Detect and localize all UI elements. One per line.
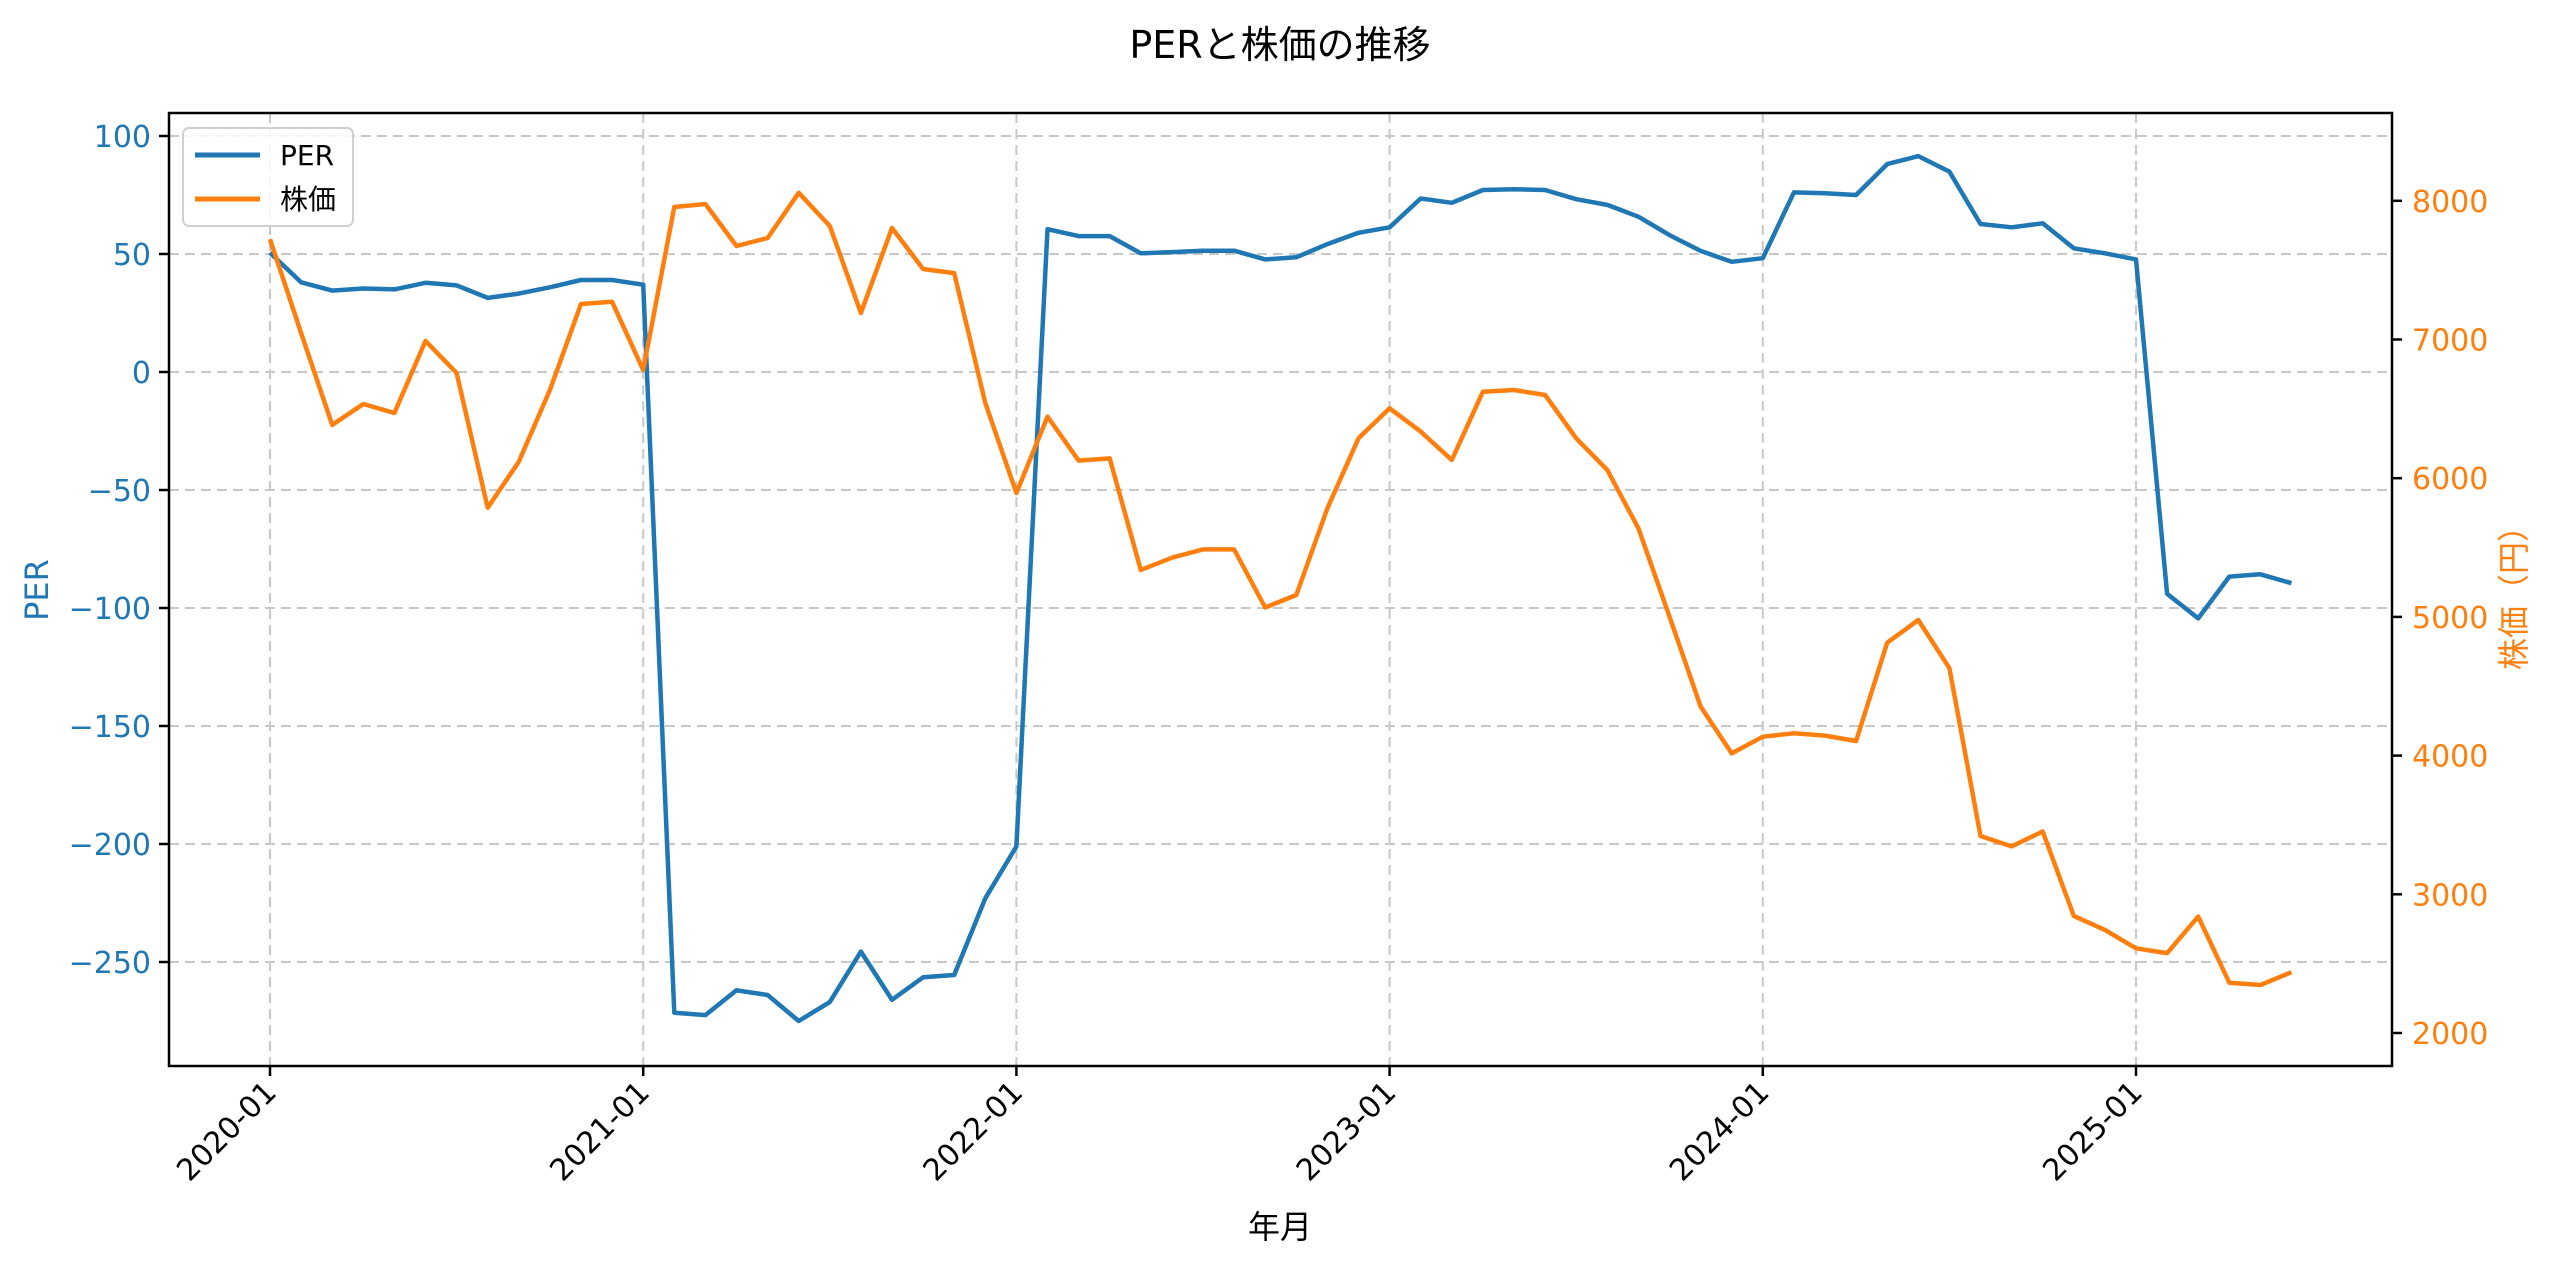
tick-label-left: 0	[132, 356, 151, 391]
tick-label-left: −100	[69, 592, 151, 627]
grid-lines	[169, 113, 2392, 1066]
tick-label-right: 6000	[2412, 462, 2488, 497]
tick-label-x: 2025-01	[2036, 1075, 2149, 1188]
tick-label-left: −50	[88, 474, 151, 509]
tick-label-left: 100	[94, 120, 151, 155]
tick-label-right: 2000	[2412, 1017, 2488, 1052]
axes-frame	[167, 111, 2394, 1068]
axis-ticks: 100 50 0 −50 −100 −150 −200 −250 8000 7000 6000 500…	[69, 120, 2489, 1188]
tick-label-right: 4000	[2412, 740, 2488, 775]
price-line	[267, 190, 2293, 988]
tick-label-x: 2021-01	[543, 1075, 656, 1188]
tick-label-x: 2024-01	[1663, 1075, 1776, 1188]
tick-label-left: −150	[69, 710, 151, 745]
tick-label-right: 8000	[2412, 185, 2488, 220]
tick-label-right: 7000	[2412, 324, 2488, 359]
legend-label-price: 株価	[280, 183, 336, 216]
tick-label-x: 2023-01	[1290, 1075, 1403, 1188]
y-axis-label-left: PER	[18, 559, 56, 621]
tick-label-right: 5000	[2412, 601, 2488, 636]
tick-label-left: −250	[69, 946, 151, 981]
tick-label-left: 50	[113, 238, 151, 273]
per-line	[268, 153, 2293, 1024]
legend-label-per: PER	[280, 139, 334, 172]
series-lines	[267, 153, 2293, 1024]
y-axis-label-right: 株価（円）	[2495, 510, 2533, 670]
x-axis-label: 年月	[1248, 1208, 1312, 1246]
tick-label-x: 2022-01	[917, 1075, 1030, 1188]
chart-title: PERと株価の推移	[1129, 23, 1431, 67]
tick-label-left: −200	[69, 828, 151, 863]
tick-label-x: 2020-01	[170, 1075, 283, 1188]
tick-label-right: 3000	[2412, 878, 2488, 913]
legend: PER 株価	[182, 127, 354, 227]
